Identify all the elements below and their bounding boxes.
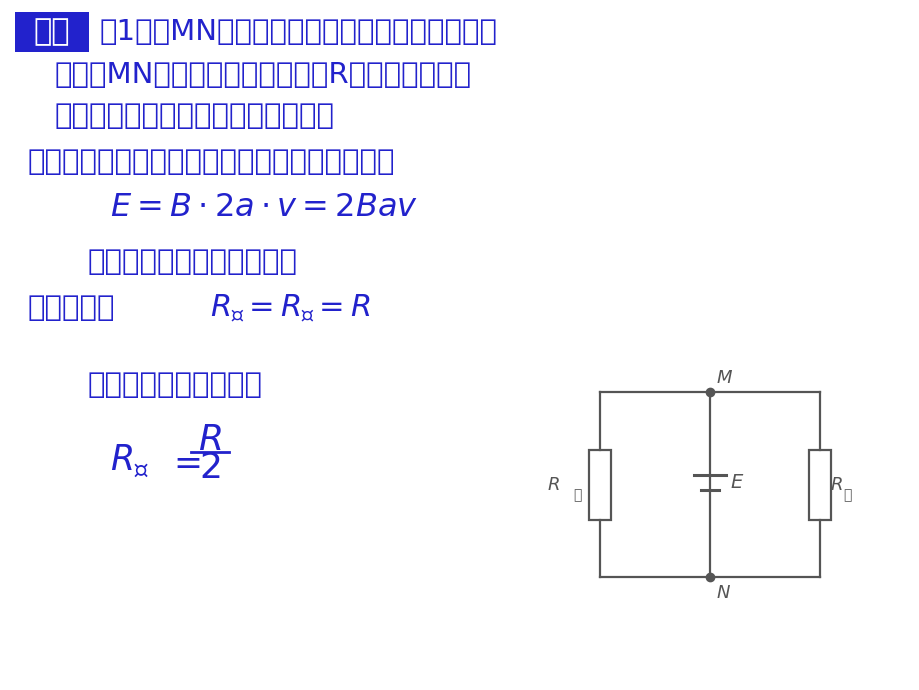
Text: $R_{\mathit{左}} = R_{\mathit{右}} = R$: $R_{\mathit{左}} = R_{\mathit{右}} = R$ bbox=[210, 293, 370, 324]
Text: 右: 右 bbox=[842, 489, 850, 502]
Text: （1）棒MN右移时，切割磁感线，产生感应电动: （1）棒MN右移时，切割磁感线，产生感应电动 bbox=[100, 18, 497, 46]
Text: $R_{\mathit{并}}$: $R_{\mathit{并}}$ bbox=[110, 443, 149, 481]
Text: $E = B \cdot 2a \cdot v = 2Bav$: $E = B \cdot 2a \cdot v = 2Bav$ bbox=[110, 193, 418, 224]
Text: $E$: $E$ bbox=[729, 473, 743, 492]
Text: 联连接，且: 联连接，且 bbox=[28, 294, 116, 322]
Text: $R$: $R$ bbox=[547, 475, 560, 493]
Text: $N$: $N$ bbox=[715, 584, 731, 602]
Bar bbox=[15, 12, 89, 52]
Text: $=$: $=$ bbox=[167, 445, 201, 479]
Text: $R$: $R$ bbox=[198, 423, 221, 457]
Text: 解答: 解答 bbox=[34, 17, 70, 46]
Text: 势，棒MN相当于电源，内电阻为R。其等效电路如: 势，棒MN相当于电源，内电阻为R。其等效电路如 bbox=[55, 61, 471, 89]
Text: $R$: $R$ bbox=[829, 475, 842, 493]
Text: 此时，圆环的两部分构成并: 此时，圆环的两部分构成并 bbox=[88, 248, 298, 276]
Text: 故并联部分的电阻为：: 故并联部分的电阻为： bbox=[88, 371, 263, 399]
Bar bbox=[808, 449, 830, 520]
Bar bbox=[588, 449, 610, 520]
Text: $M$: $M$ bbox=[715, 369, 732, 387]
Text: 图所示。棒两端的电压为路端电压。: 图所示。棒两端的电压为路端电压。 bbox=[55, 102, 335, 130]
Text: 左: 左 bbox=[573, 489, 581, 502]
Text: $2$: $2$ bbox=[199, 451, 221, 485]
Text: 金属棒经过环心时，棒中产生的感应电动势为：: 金属棒经过环心时，棒中产生的感应电动势为： bbox=[28, 148, 395, 176]
